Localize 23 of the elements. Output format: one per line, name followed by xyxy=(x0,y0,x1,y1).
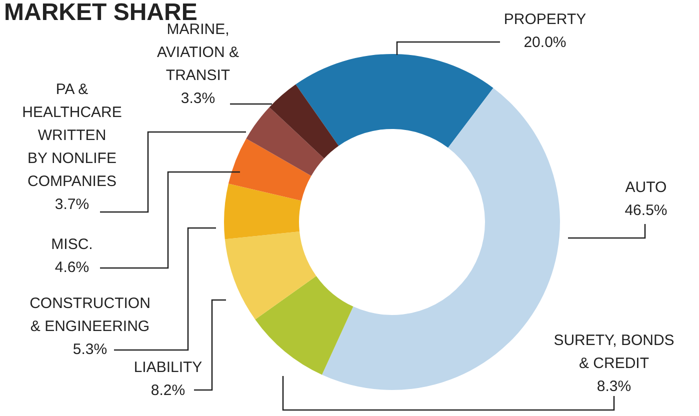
slice-label: PROPERTY xyxy=(504,11,586,28)
donut-slice xyxy=(246,107,324,176)
slice-label: CONSTRUCTION & ENGINEERING xyxy=(30,295,150,335)
data-label: 4.6% xyxy=(54,259,90,276)
slice-label: MISC. xyxy=(51,236,93,253)
data-label: 8.2% xyxy=(150,382,186,399)
donut-slice xyxy=(228,138,312,201)
slice-label: MARINE, AVIATION & TRANSIT xyxy=(157,21,239,84)
data-label: 3.7% xyxy=(54,196,90,213)
donut-slice xyxy=(224,184,302,240)
donut-slice xyxy=(269,84,339,158)
slice-label: PA & HEALTHCARE WRITTEN BY NONLIFE COMPANIES xyxy=(22,81,122,190)
data-label: 8.3% xyxy=(596,378,632,395)
donut-slice xyxy=(224,232,316,320)
slice-label: LIABILITY xyxy=(134,359,202,376)
slice-label: AUTO xyxy=(625,179,667,196)
donut-slice xyxy=(255,276,354,375)
data-label: 5.3% xyxy=(72,341,108,358)
donut-slice xyxy=(296,54,494,148)
data-label: 20.0% xyxy=(524,34,566,51)
data-label: 46.5% xyxy=(624,202,668,219)
slice-label: SURETY, BONDS & CREDIT xyxy=(554,332,674,372)
data-label: 3.3% xyxy=(180,90,216,107)
